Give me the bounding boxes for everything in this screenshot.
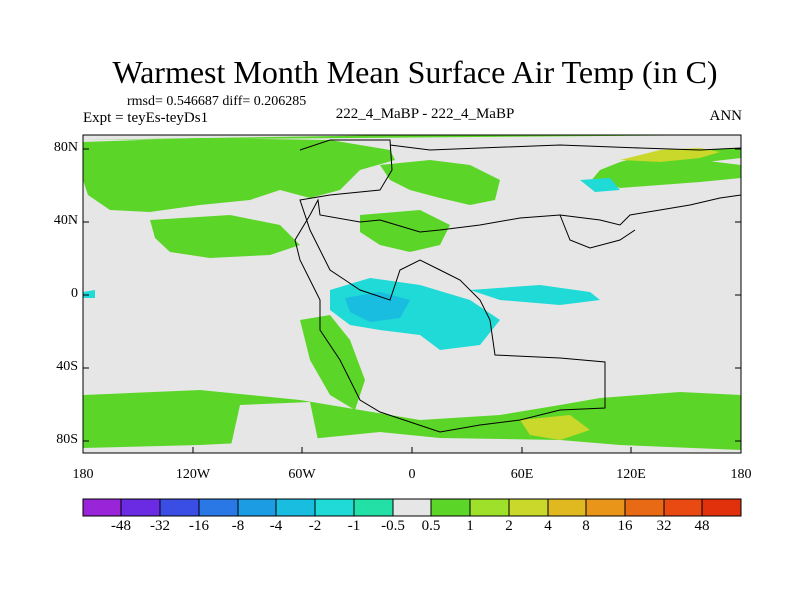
colorbar-label: 4 [544,518,552,534]
colorbar-swatch-8 [353,498,394,517]
x-tick-marks [82,447,742,453]
colorbar-swatch-14 [585,498,626,517]
contour-north-pacific [150,215,300,258]
colorbar-swatch-16 [663,498,703,517]
colorbar-swatch-1 [82,498,122,517]
x-tick-label: 120E [616,467,646,482]
colorbar-swatch-4 [198,498,239,517]
colorbar-swatch-12 [508,498,549,517]
colorbar-label: -48 [111,518,131,534]
continent-outline-asia-east [559,214,636,249]
x-tick-label: 60E [510,467,534,482]
colorbar-swatch-7 [314,498,355,517]
continent-outline [294,139,742,433]
x-tick-label: 60W [288,467,316,482]
colorbar-label: 16 [617,518,633,534]
colorbar-label: 48 [694,518,710,534]
contour-asia-yellow [620,148,720,162]
contour-south-america-warm [300,315,365,410]
y-tick-label: 80N [53,140,78,155]
colorbar-label: 32 [656,518,672,534]
colorbar-label: 8 [582,518,590,534]
continent-outline-north [389,144,742,151]
colorbar-swatch-15 [624,498,665,517]
x-tick-label: 120W [175,467,211,482]
contour-tropical-cool-core [345,292,410,322]
contour-north-america-arctic [83,138,395,212]
colorbar-label: -0.5 [381,518,405,534]
y-tick-label: 40S [56,359,78,374]
colorbar-label: 0.5 [421,518,441,534]
season-label: ANN [709,108,743,124]
colorbar-swatch-10 [430,498,471,517]
x-tick-label: 180 [730,467,752,482]
y-tick-marks [83,148,741,442]
experiment-label: Expt = teyEs-teyDs1 [83,110,209,126]
contour-cool-asia [580,178,620,192]
colorbar-swatch-6 [275,498,316,517]
colorbar [82,498,742,517]
contour-southern-yellow [520,415,590,440]
contour-southern-gray-gap [230,402,320,450]
contour-north-atlantic [380,160,500,205]
colorbar-label: -4 [269,518,283,534]
colorbar-swatch-17 [701,498,742,517]
rmsd-label: rmsd= 0.546687 diff= 0.206285 [127,94,307,109]
contour-asia-east [600,160,741,188]
contour-west-pacific-cool [83,290,95,298]
colorbar-swatch-9 [392,498,432,517]
colorbar-swatch-5 [237,498,277,517]
period-label: 222_4_MaBP - 222_4_MaBP [335,106,515,122]
colorbar-label: 1 [466,518,474,534]
y-tick-label: 40N [53,213,78,228]
colorbar-swatch-3 [159,498,200,517]
y-tick-label: 80S [56,432,78,447]
x-tick-label: 0 [408,467,416,482]
colorbar-swatch-13 [547,498,587,517]
colorbar-label: -32 [150,518,170,534]
colorbar-label: 2 [505,518,513,534]
colorbar-swatch-2 [120,498,161,517]
map-title: Warmest Month Mean Surface Air Temp (in … [112,54,718,90]
colorbar-swatch-11 [469,498,510,517]
colorbar-label: -8 [231,518,245,534]
colorbar-label: -1 [347,518,361,534]
y-tick-label: 0 [71,286,78,301]
contour-east-pacific-cool [470,285,600,305]
colorbar-label: -16 [189,518,209,534]
colorbar-label: -2 [308,518,322,534]
x-tick-label: 180 [72,467,94,482]
